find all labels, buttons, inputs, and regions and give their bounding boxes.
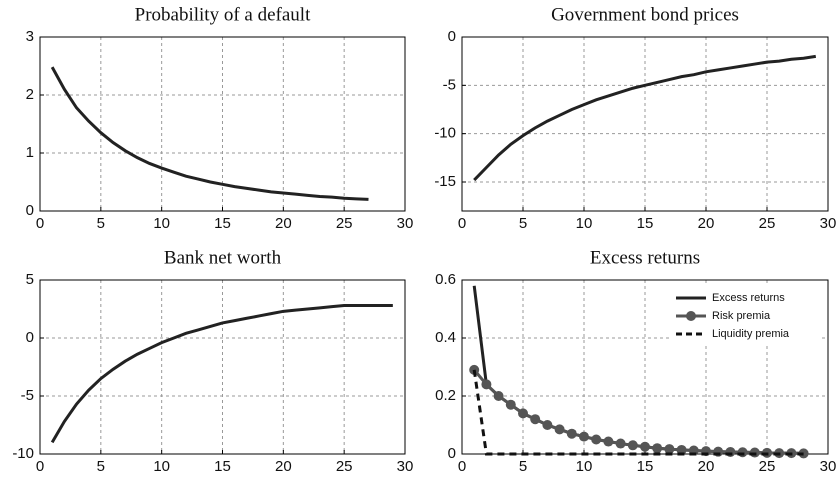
x-tick-label: 15 (637, 215, 654, 232)
legend-marker (686, 311, 696, 321)
data-point (481, 379, 492, 390)
data-point (530, 414, 541, 425)
y-tick-label: 0 (26, 329, 34, 346)
data-point (627, 440, 638, 451)
x-tick-label: 0 (36, 458, 44, 475)
legend-label: Excess returns (712, 292, 785, 304)
x-tick-label: 5 (519, 215, 527, 232)
subplot-title: Excess returns (590, 247, 700, 268)
x-tick-label: 15 (637, 458, 654, 475)
data-line (50, 304, 393, 444)
data-point (566, 428, 577, 439)
data-point (554, 424, 565, 435)
x-tick-label: 0 (458, 215, 466, 232)
y-tick-label: 0.2 (435, 387, 456, 404)
data-point (615, 438, 626, 449)
x-tick-label: 30 (397, 215, 414, 232)
x-tick-label: 10 (153, 458, 170, 475)
x-tick-label: 15 (214, 458, 231, 475)
x-tick-label: 10 (153, 215, 170, 232)
y-tick-label: 0 (26, 202, 34, 219)
plot-frame (39, 279, 406, 455)
y-tick-label: 5 (26, 271, 34, 288)
y-tick-label: -5 (21, 387, 34, 404)
y-tick-label: 3 (26, 28, 34, 45)
x-tick-label: 15 (214, 215, 231, 232)
x-tick-label: 25 (759, 215, 776, 232)
subplot-title: Government bond prices (551, 4, 739, 25)
data-point (542, 420, 553, 430)
y-tick-label: -5 (443, 76, 456, 93)
data-point (493, 391, 504, 401)
data-point (640, 441, 650, 452)
x-tick-label: 10 (576, 458, 593, 475)
x-tick-label: 30 (820, 458, 837, 475)
legend-label: Risk premia (712, 310, 771, 322)
data-line (473, 54, 817, 182)
y-tick-label: 0.6 (435, 271, 456, 288)
y-tick-label: -10 (12, 445, 34, 462)
x-tick-label: 5 (97, 215, 105, 232)
y-tick-label: 2 (26, 86, 34, 103)
x-tick-label: 25 (336, 458, 353, 475)
data-point (518, 408, 528, 419)
data-line (50, 66, 369, 201)
subplot-title: Bank net worth (164, 247, 282, 268)
x-tick-label: 20 (698, 215, 715, 232)
y-tick-label: -15 (434, 173, 456, 190)
y-tick-label: 0 (448, 445, 456, 462)
x-tick-label: 0 (458, 458, 466, 475)
x-tick-label: 20 (698, 458, 715, 475)
data-point (737, 447, 748, 458)
x-tick-label: 0 (36, 215, 44, 232)
x-tick-label: 25 (759, 458, 776, 475)
data-point (664, 444, 675, 455)
x-tick-label: 25 (336, 215, 353, 232)
data-point (652, 443, 663, 454)
x-tick-label: 20 (275, 215, 292, 232)
data-line (473, 368, 804, 455)
plot-frame (39, 36, 406, 212)
x-tick-label: 10 (576, 215, 593, 232)
y-tick-label: -10 (434, 125, 456, 142)
data-point (579, 431, 589, 442)
subplot-title: Probability of a default (135, 4, 311, 25)
legend-label: Liquidity premia (712, 328, 790, 340)
y-tick-label: 1 (26, 144, 34, 161)
data-point (603, 436, 614, 447)
x-tick-label: 30 (820, 215, 837, 232)
x-tick-label: 5 (519, 458, 527, 475)
data-point (676, 444, 687, 455)
x-tick-label: 5 (97, 458, 105, 475)
data-point (591, 434, 602, 445)
plot-frame (461, 36, 829, 212)
data-point (505, 399, 516, 410)
x-tick-label: 30 (397, 458, 414, 475)
y-tick-label: 0 (448, 28, 456, 45)
y-tick-label: 0.4 (435, 329, 456, 346)
x-tick-label: 20 (275, 458, 292, 475)
